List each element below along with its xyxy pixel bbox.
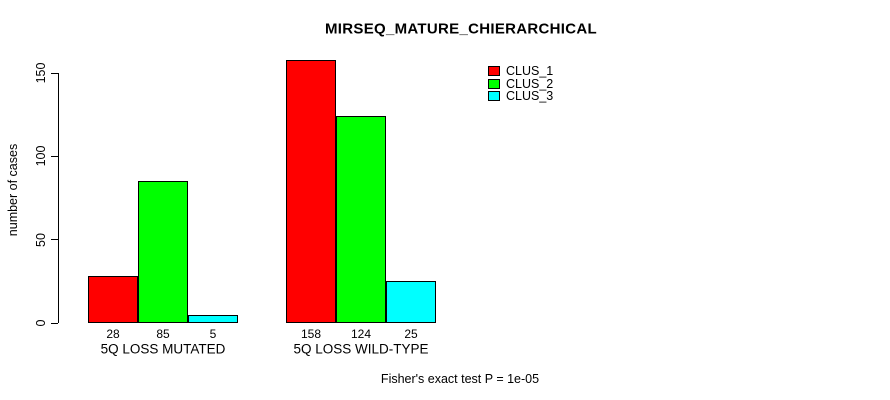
legend-swatch-clus_3 (488, 91, 500, 102)
y-tick-label-50: 50 (34, 232, 48, 247)
bar-clus_2-group2 (336, 116, 386, 323)
bar-value-label-clus_2-group1: 85 (156, 327, 170, 341)
bar-value-label-clus_3-group2: 25 (404, 327, 418, 341)
y-tick-label-0: 0 (34, 319, 48, 327)
legend: CLUS_1 CLUS_2 CLUS_3 (488, 65, 598, 105)
bar-value-label-clus_1-group2: 158 (300, 327, 322, 341)
legend-label-clus_2: CLUS_2 (506, 76, 554, 91)
bar-value-label-clus_3-group1: 5 (209, 327, 217, 341)
y-tick-mark-100 (51, 155, 58, 157)
y-axis-label: number of cases (6, 143, 20, 237)
bar-clus_1-group1 (88, 276, 138, 323)
y-tick-label-100: 100 (34, 145, 48, 167)
bar-value-label-clus_1-group1: 28 (106, 327, 120, 341)
x-category-label-2: 5Q LOSS WILD-TYPE (293, 341, 429, 357)
x-category-label-1: 5Q LOSS MUTATED (100, 341, 226, 357)
fisher-test-annotation: Fisher's exact test P = 1e-05 (380, 372, 540, 386)
bar-clus_3-group1 (188, 314, 238, 323)
bar-clus_2-group1 (138, 181, 188, 323)
y-axis-line (58, 73, 59, 323)
y-tick-mark-0 (51, 322, 58, 324)
legend-label-clus_3: CLUS_3 (506, 89, 554, 104)
bar-value-label-clus_2-group2: 124 (350, 327, 372, 341)
legend-label-clus_1: CLUS_1 (506, 64, 554, 78)
legend-swatch-clus_2 (488, 78, 500, 89)
bar-clus_3-group2 (386, 281, 436, 323)
chart-title: MIRSEQ_MATURE_CHIERARCHICAL (325, 20, 597, 38)
y-tick-label-150: 150 (34, 62, 48, 84)
y-tick-mark-150 (51, 72, 58, 74)
legend-swatch-clus_1 (488, 66, 500, 76)
bar-clus_1-group2 (286, 59, 336, 323)
y-tick-mark-50 (51, 239, 58, 241)
